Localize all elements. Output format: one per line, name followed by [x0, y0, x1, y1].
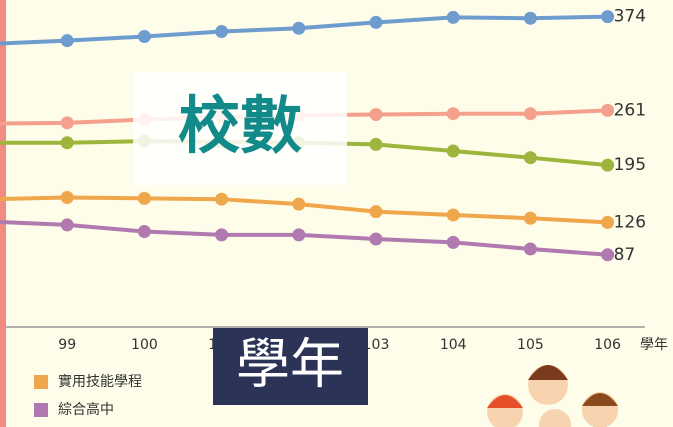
legend-swatch	[34, 403, 48, 417]
data-point	[370, 233, 383, 246]
x-tick-label: 99	[58, 337, 76, 353]
data-point	[524, 212, 537, 225]
data-point	[215, 193, 228, 206]
x-tick-label: 100	[131, 337, 158, 353]
legend-label: 實用技能學程	[58, 373, 142, 390]
data-point	[370, 138, 383, 151]
data-label: 195	[614, 155, 646, 175]
data-point	[601, 104, 614, 117]
data-label: 126	[614, 212, 646, 232]
data-point	[292, 198, 305, 211]
xlabel-overlay: 學年	[236, 333, 344, 396]
data-label: 261	[614, 100, 646, 120]
legend-swatch	[34, 375, 48, 389]
data-point	[292, 22, 305, 35]
data-point	[370, 205, 383, 218]
data-point	[61, 34, 74, 47]
data-point	[215, 228, 228, 241]
data-point	[61, 136, 74, 149]
data-point	[61, 116, 74, 129]
data-point	[447, 107, 460, 120]
legend-label: 綜合高中	[58, 401, 114, 418]
data-point	[138, 225, 151, 238]
chart: 9910010110210310410510637426119512687 校數…	[0, 0, 673, 427]
data-point	[524, 12, 537, 25]
data-label: 87	[614, 245, 636, 265]
data-point	[601, 159, 614, 172]
data-point	[447, 236, 460, 249]
data-point	[61, 191, 74, 204]
data-point	[447, 145, 460, 158]
x-tick-label: 106	[594, 337, 621, 353]
data-point	[61, 218, 74, 231]
data-point	[138, 30, 151, 43]
data-label: 374	[614, 7, 646, 27]
data-point	[524, 151, 537, 164]
data-point	[601, 10, 614, 23]
data-point	[370, 108, 383, 121]
data-point	[215, 25, 228, 38]
x-tick-label: 105	[517, 337, 544, 353]
x-axis-label: 學年	[640, 337, 668, 353]
left-strip	[0, 0, 6, 427]
data-point	[524, 107, 537, 120]
title-overlay: 校數	[178, 89, 302, 162]
data-point	[601, 248, 614, 261]
data-point	[601, 216, 614, 229]
data-point	[138, 192, 151, 205]
data-point	[447, 208, 460, 221]
data-point	[292, 228, 305, 241]
data-point	[524, 242, 537, 255]
x-tick-label: 104	[440, 337, 467, 353]
data-point	[370, 16, 383, 29]
data-point	[447, 11, 460, 24]
